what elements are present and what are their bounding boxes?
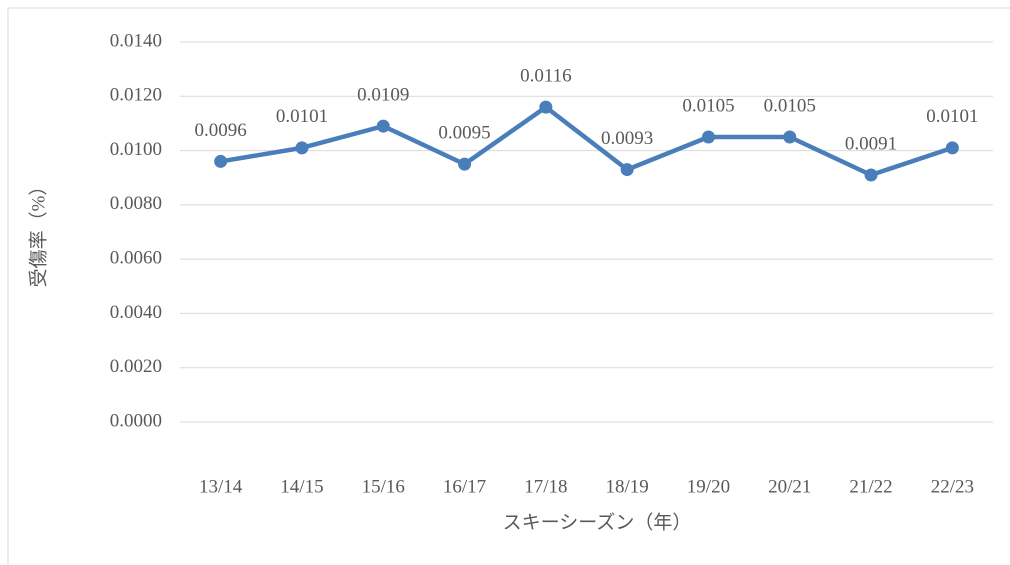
line (220, 104, 954, 178)
x-tick-label: 16/17 (443, 476, 486, 497)
marker (214, 154, 228, 168)
x-tick-label: 14/15 (280, 476, 323, 497)
x-tick-label: 13/14 (199, 476, 243, 497)
data-label: 0.0109 (357, 85, 409, 106)
y-tick-label: 0.0040 (110, 302, 162, 323)
y-tick-label: 0.0100 (110, 139, 162, 160)
x-tick-label: 21/22 (849, 476, 892, 497)
marker (295, 141, 309, 155)
data-label: 0.0091 (845, 133, 897, 154)
y-tick-label: 0.0060 (110, 248, 162, 269)
marker (539, 100, 553, 114)
y-tick-label: 0.0000 (110, 410, 162, 431)
y-tick-label: 0.0080 (110, 193, 162, 214)
data-label: 0.0101 (276, 106, 328, 127)
x-tick-label: 15/16 (362, 476, 405, 497)
y-tick-label: 0.0020 (110, 356, 162, 377)
y-axis-title: 受傷率（%） (27, 177, 49, 288)
x-tick-label: 19/20 (687, 476, 730, 497)
x-tick-label: 18/19 (606, 476, 649, 497)
marker (701, 130, 715, 144)
y-tick-label: 0.0140 (110, 30, 162, 51)
marker (620, 163, 634, 177)
marker (376, 119, 390, 133)
data-label: 0.0093 (601, 128, 653, 149)
marker (864, 168, 878, 182)
data-label: 0.0116 (520, 66, 572, 87)
y-tick-label: 0.0120 (110, 85, 162, 106)
x-tick-label: 20/21 (768, 476, 811, 497)
data-label: 0.0101 (926, 106, 978, 127)
x-tick-label: 17/18 (524, 476, 567, 497)
data-label: 0.0096 (195, 120, 247, 141)
marker (458, 157, 472, 171)
chart-border (7, 7, 1010, 565)
x-tick-label: 22/23 (931, 476, 974, 497)
marker (945, 141, 959, 155)
data-label: 0.0105 (764, 95, 816, 116)
x-axis-title: スキーシーズン（年） (503, 511, 692, 533)
data-label: 0.0095 (438, 123, 490, 144)
data-label: 0.0105 (682, 95, 734, 116)
marker (783, 130, 797, 144)
